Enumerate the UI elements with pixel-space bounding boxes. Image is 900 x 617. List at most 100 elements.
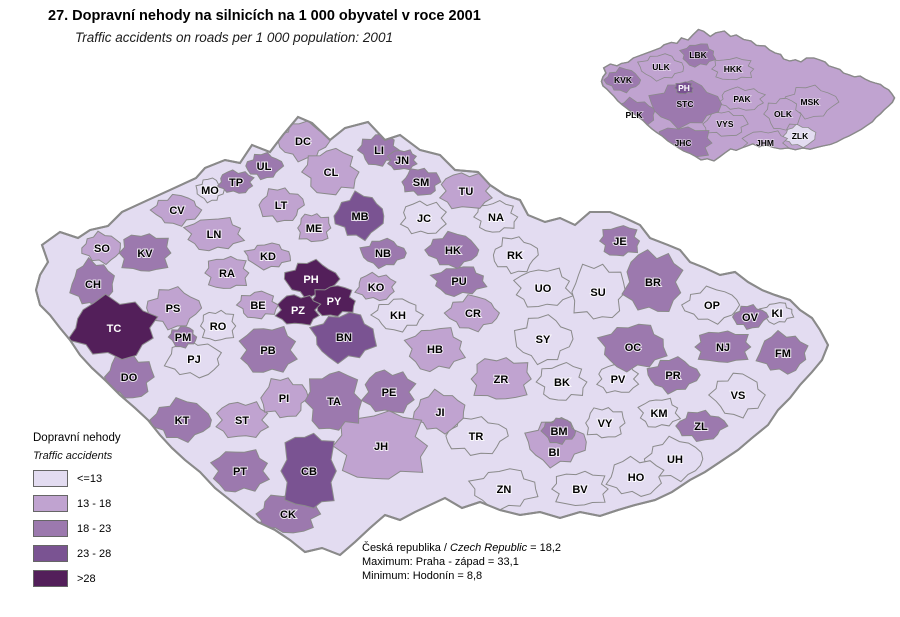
legend-item-0: <=13 (33, 470, 183, 487)
region-label-ULK: ULK (652, 62, 670, 72)
district-JE (598, 225, 641, 257)
district-VS (707, 372, 766, 419)
district-label-KT: KT (175, 415, 190, 427)
district-label-RO: RO (210, 321, 227, 333)
district-NJ (694, 330, 752, 363)
district-label-OP: OP (704, 300, 720, 312)
stats-country-en: Czech Republic (450, 542, 528, 554)
legend-label: >28 (77, 572, 96, 585)
district-KO (354, 271, 397, 302)
district-SO (81, 230, 121, 266)
district-label-PH: PH (303, 274, 318, 286)
region-label-VYS: VYS (716, 119, 733, 129)
stats-line-minimum: Minimum: Hodonín = 8,8 (362, 570, 483, 582)
district-label-NA: NA (488, 212, 504, 224)
legend-rows: <=13 13 - 18 18 - 23 23 - 28 >28 (33, 470, 183, 587)
region-KVK (603, 66, 642, 94)
region-LBK (678, 43, 717, 68)
district-label-BE: BE (250, 300, 265, 312)
region-ULK (636, 53, 685, 82)
legend-swatch (33, 470, 68, 487)
district-label-PJ: PJ (187, 354, 200, 366)
legend-label: 23 - 28 (77, 547, 112, 560)
district-NB (359, 237, 407, 270)
district-PB (238, 325, 298, 373)
stats-line-maximum: Maximum: Praha - západ = 33,1 (362, 556, 519, 568)
district-label-PU: PU (451, 276, 466, 288)
district-PJ (163, 338, 223, 379)
district-label-CB: CB (301, 466, 317, 478)
district-label-TA: TA (327, 396, 341, 408)
district-label-HB: HB (427, 344, 443, 356)
district-BK (535, 361, 588, 401)
legend-swatch (33, 545, 68, 562)
district-TA (304, 370, 363, 431)
district-label-UH: UH (667, 454, 683, 466)
district-ZL (675, 409, 729, 443)
district-PR (646, 356, 701, 395)
district-PM (167, 326, 198, 349)
district-KT (149, 396, 212, 444)
district-label-SM: SM (413, 177, 430, 189)
district-SM (401, 167, 442, 196)
district-HO (605, 455, 665, 497)
district-label-TR: TR (469, 431, 484, 443)
district-label-RK: RK (507, 250, 523, 262)
district-label-ZR: ZR (494, 374, 509, 386)
district-label-CK: CK (280, 509, 296, 521)
district-BM (540, 417, 577, 445)
district-label-BN: BN (336, 332, 352, 344)
district-TR (445, 416, 509, 456)
stats-line-country: Česká republika / Czech Republic = 18,2 (362, 541, 561, 555)
district-label-UO: UO (535, 283, 552, 295)
district-label-JH: JH (374, 441, 388, 453)
district-MB (333, 190, 385, 242)
district-label-TC: TC (107, 323, 122, 335)
district-label-BV: BV (572, 484, 588, 496)
legend-item-2: 18 - 23 (33, 520, 183, 537)
district-label-RA: RA (219, 268, 235, 280)
district-DO (103, 354, 155, 399)
district-ME (297, 213, 332, 243)
district-label-PY: PY (327, 296, 342, 308)
district-label-HO: HO (628, 472, 645, 484)
district-CL (300, 147, 360, 196)
district-JI (412, 388, 466, 435)
region-label-PLK: PLK (626, 110, 644, 120)
district-label-SO: SO (94, 243, 110, 255)
district-label-VS: VS (731, 390, 746, 402)
legend-label: <=13 (77, 472, 103, 485)
region-label-PAK: PAK (733, 94, 751, 104)
district-label-PE: PE (382, 387, 397, 399)
district-label-KD: KD (260, 251, 276, 263)
legend-label: 13 - 18 (77, 497, 112, 510)
stats-country-cs: Česká republika / (362, 542, 451, 554)
district-KV (118, 233, 172, 272)
district-UL (245, 151, 285, 181)
region-PAK (716, 86, 767, 111)
district-label-CH: CH (85, 279, 101, 291)
district-label-PS: PS (166, 303, 181, 315)
district-ST (215, 401, 270, 439)
district-label-TP: TP (229, 177, 243, 189)
region-VYS (702, 110, 749, 137)
district-KM (637, 397, 682, 428)
district-label-KI: KI (772, 308, 783, 320)
district-label-ST: ST (235, 415, 249, 427)
region-HKK (711, 57, 755, 81)
district-HB (403, 327, 467, 373)
district-CR (443, 294, 501, 333)
district-CV (149, 193, 203, 227)
district-label-FM: FM (775, 348, 791, 360)
district-OC (596, 323, 668, 373)
district-label-JC: JC (417, 213, 431, 225)
district-LT (258, 187, 305, 223)
legend-swatch (33, 520, 68, 537)
district-label-LI: LI (374, 145, 384, 157)
district-label-SY: SY (536, 334, 551, 346)
stats-block: Česká republika / Czech Republic = 18,2 … (362, 541, 561, 583)
district-label-JI: JI (435, 407, 444, 419)
legend-title-cs: Dopravní nehody (33, 432, 121, 444)
district-BN (308, 311, 378, 365)
